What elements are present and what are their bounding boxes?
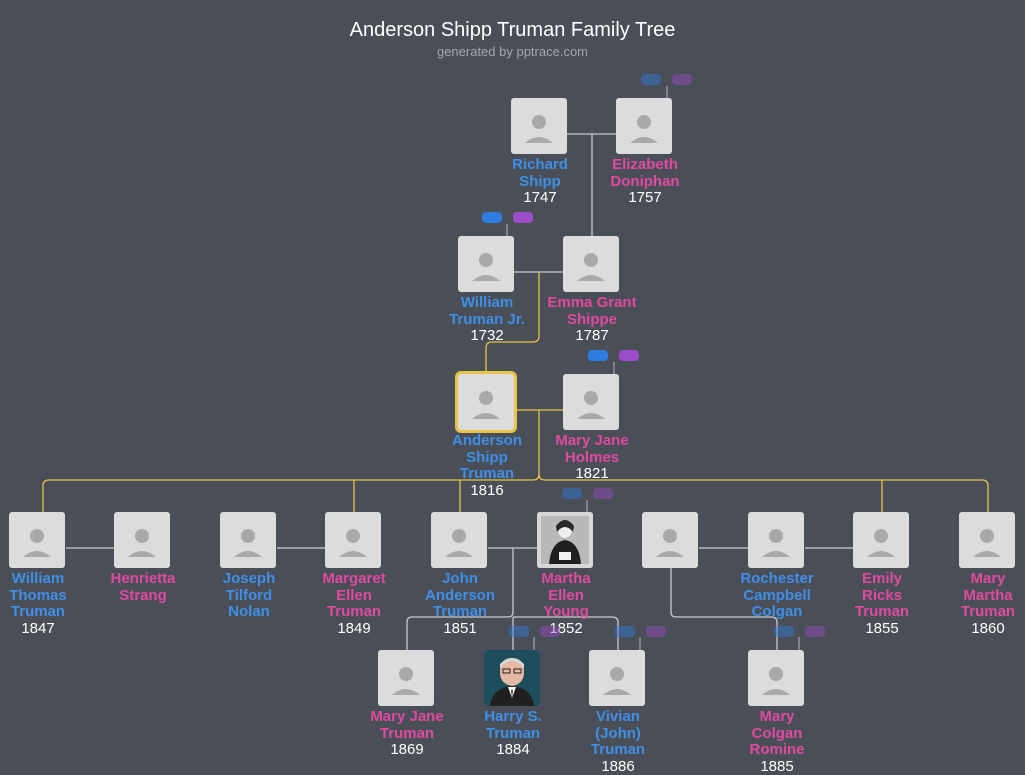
portrait-photo bbox=[537, 512, 593, 568]
portrait-photo bbox=[484, 650, 540, 706]
expand-father-button[interactable] bbox=[562, 488, 582, 499]
avatar-placeholder bbox=[748, 650, 804, 706]
expand-mother-button[interactable] bbox=[540, 626, 560, 637]
avatar-placeholder bbox=[9, 512, 65, 568]
birth-year: 1860 bbox=[925, 621, 1025, 638]
birth-year: 1885 bbox=[714, 759, 840, 775]
expand-mother-button[interactable] bbox=[619, 350, 639, 361]
avatar-placeholder bbox=[616, 98, 672, 154]
avatar-placeholder bbox=[748, 512, 804, 568]
birth-year: 1821 bbox=[529, 466, 655, 483]
expand-mother-button[interactable] bbox=[646, 626, 666, 637]
birth-year: 1847 bbox=[0, 621, 101, 638]
avatar-placeholder bbox=[589, 650, 645, 706]
expand-father-button[interactable] bbox=[482, 212, 502, 223]
avatar-placeholder bbox=[325, 512, 381, 568]
avatar-placeholder bbox=[378, 650, 434, 706]
expand-mother-button[interactable] bbox=[513, 212, 533, 223]
expand-mother-button[interactable] bbox=[593, 488, 613, 499]
birth-year: 1757 bbox=[582, 190, 708, 207]
avatar-placeholder bbox=[642, 512, 698, 568]
avatar-placeholder bbox=[431, 512, 487, 568]
expand-father-button[interactable] bbox=[641, 74, 661, 85]
expand-father-button[interactable] bbox=[615, 626, 635, 637]
avatar-placeholder bbox=[563, 236, 619, 292]
avatar-placeholder bbox=[563, 374, 619, 430]
birth-year: 1816 bbox=[424, 483, 550, 500]
avatar-placeholder bbox=[458, 374, 514, 430]
expand-father-button[interactable] bbox=[774, 626, 794, 637]
avatar-placeholder bbox=[114, 512, 170, 568]
birth-year: 1787 bbox=[529, 328, 655, 345]
expand-mother-button[interactable] bbox=[805, 626, 825, 637]
avatar-placeholder bbox=[220, 512, 276, 568]
avatar-placeholder bbox=[959, 512, 1015, 568]
expand-mother-button[interactable] bbox=[672, 74, 692, 85]
expand-father-button[interactable] bbox=[588, 350, 608, 361]
avatar-placeholder bbox=[511, 98, 567, 154]
expand-father-button[interactable] bbox=[509, 626, 529, 637]
avatar-placeholder bbox=[458, 236, 514, 292]
avatar-placeholder bbox=[853, 512, 909, 568]
birth-year: 1886 bbox=[555, 759, 681, 775]
